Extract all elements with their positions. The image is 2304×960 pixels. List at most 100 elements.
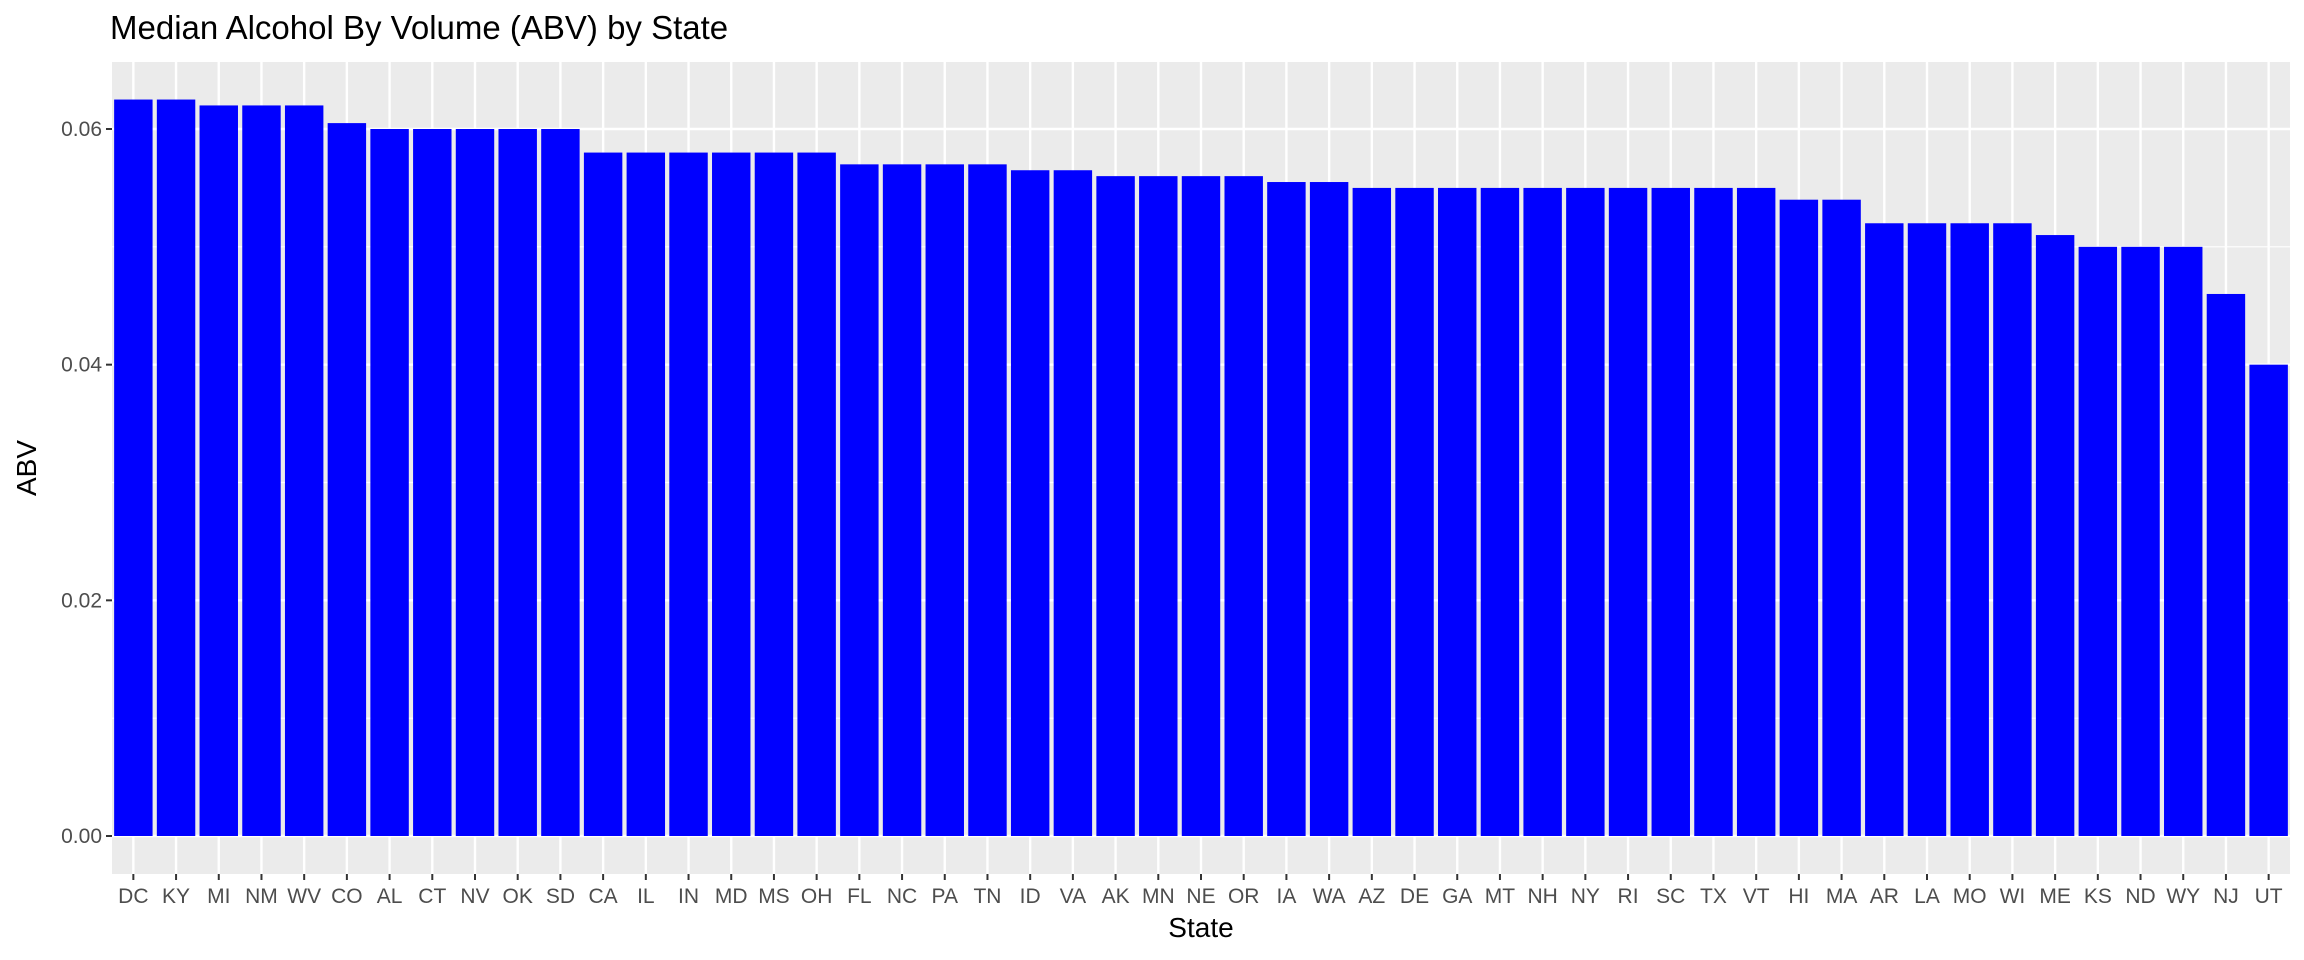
x-axis: DC KY MI NM WV CO AL CT NV OK SD CA IL IN MD MS OH FL NC PA…: [118, 874, 2283, 908]
x-tick-label: FL: [847, 885, 872, 908]
x-tick-label: ND: [2125, 885, 2155, 908]
bar-sc: [1651, 187, 1690, 836]
x-tick-label: IL: [637, 885, 655, 908]
bar-ak: [1096, 176, 1135, 837]
x-tick-label: SD: [546, 885, 575, 908]
x-tick-label: MS: [758, 885, 790, 908]
bar-ar: [1865, 223, 1904, 836]
bar-ct: [413, 129, 452, 836]
bar-ok: [498, 129, 537, 836]
x-tick-label: KS: [2084, 885, 2112, 908]
x-tick-label: IN: [678, 885, 699, 908]
bar-tx: [1694, 187, 1733, 836]
bar-la: [1907, 223, 1947, 836]
x-tick-label: MD: [715, 885, 748, 908]
y-tick-label: 0.06: [61, 118, 102, 141]
y-tick-label: 0.04: [61, 354, 102, 377]
x-tick-label: DC: [118, 885, 148, 908]
x-tick-label: NY: [1571, 885, 1600, 908]
x-axis-title: State: [1168, 912, 1233, 943]
bar-ut: [2249, 364, 2288, 836]
x-tick-label: ME: [2039, 885, 2071, 908]
bar-mo: [1950, 223, 1989, 836]
bar-ma: [1822, 199, 1861, 836]
bar-nh: [1523, 187, 1562, 836]
bar-tn: [968, 164, 1007, 837]
bar-nv: [455, 129, 495, 836]
x-tick-label: MA: [1826, 885, 1858, 908]
bar-mi: [199, 105, 238, 836]
x-tick-label: VA: [1060, 885, 1086, 908]
x-tick-label: MT: [1485, 885, 1515, 908]
x-tick-label: RI: [1618, 885, 1639, 908]
bar-dc: [114, 99, 153, 836]
bar-ne: [1181, 176, 1221, 837]
bar-mn: [1139, 176, 1178, 837]
bar-al: [370, 129, 409, 836]
bar-nc: [882, 164, 922, 837]
x-tick-label: WI: [2000, 885, 2026, 908]
x-tick-label: IA: [1276, 885, 1296, 908]
x-tick-label: NV: [460, 885, 489, 908]
bar-md: [712, 152, 751, 837]
y-tick-label: 0.00: [61, 825, 102, 848]
bar-ny: [1566, 187, 1605, 836]
x-tick-label: SC: [1656, 885, 1685, 908]
x-tick-label: TX: [1700, 885, 1727, 908]
bar-wv: [284, 105, 324, 836]
x-tick-label: NH: [1527, 885, 1557, 908]
bar-nj: [2206, 293, 2246, 836]
x-tick-label: OH: [801, 885, 833, 908]
bar-hi: [1779, 199, 1819, 836]
bar-ks: [2078, 246, 2118, 837]
x-tick-label: VT: [1743, 885, 1770, 908]
x-tick-label: AK: [1102, 885, 1130, 908]
x-tick-label: KY: [162, 885, 190, 908]
chart-title: Median Alcohol By Volume (ABV) by State: [110, 9, 728, 46]
x-tick-label: AL: [377, 885, 403, 908]
x-tick-label: AR: [1870, 885, 1899, 908]
x-tick-label: OR: [1228, 885, 1260, 908]
bar-wy: [2164, 246, 2203, 837]
bar-series: [114, 99, 2288, 837]
bar-nd: [2121, 246, 2160, 837]
bar-me: [2035, 235, 2075, 837]
x-tick-label: LA: [1914, 885, 1940, 908]
bar-or: [1224, 176, 1263, 837]
x-tick-label: ID: [1020, 885, 1041, 908]
x-tick-label: CA: [589, 885, 618, 908]
x-tick-label: TN: [973, 885, 1001, 908]
x-tick-label: AZ: [1358, 885, 1385, 908]
bar-mt: [1480, 187, 1520, 836]
y-axis-title: ABV: [11, 440, 42, 496]
bar-il: [626, 152, 666, 837]
bar-in: [669, 152, 708, 837]
bar-az: [1352, 187, 1392, 836]
x-tick-label: GA: [1442, 885, 1472, 908]
bar-pa: [925, 164, 964, 837]
x-tick-label: MI: [207, 885, 230, 908]
bar-ga: [1438, 187, 1477, 836]
x-tick-label: UT: [2255, 885, 2283, 908]
bar-sd: [541, 129, 580, 836]
bar-co: [327, 123, 367, 836]
x-tick-label: WY: [2166, 885, 2200, 908]
x-tick-label: DE: [1400, 885, 1429, 908]
bar-ca: [583, 152, 623, 837]
bar-de: [1395, 187, 1434, 836]
y-tick-label: 0.02: [61, 589, 102, 612]
x-tick-label: MO: [1953, 885, 1987, 908]
bar-ms: [754, 152, 794, 837]
bar-oh: [797, 152, 836, 837]
x-tick-label: NM: [245, 885, 278, 908]
y-axis: 0.00 0.02 0.04 0.06: [61, 118, 112, 848]
x-tick-label: NE: [1186, 885, 1215, 908]
bar-wa: [1309, 182, 1349, 836]
x-tick-label: PA: [932, 885, 958, 908]
bar-ri: [1608, 187, 1648, 836]
x-tick-label: NC: [887, 885, 917, 908]
x-tick-label: NJ: [2213, 885, 2239, 908]
x-tick-label: OK: [503, 885, 533, 908]
bar-wi: [1993, 223, 2032, 836]
bar-fl: [840, 164, 879, 837]
